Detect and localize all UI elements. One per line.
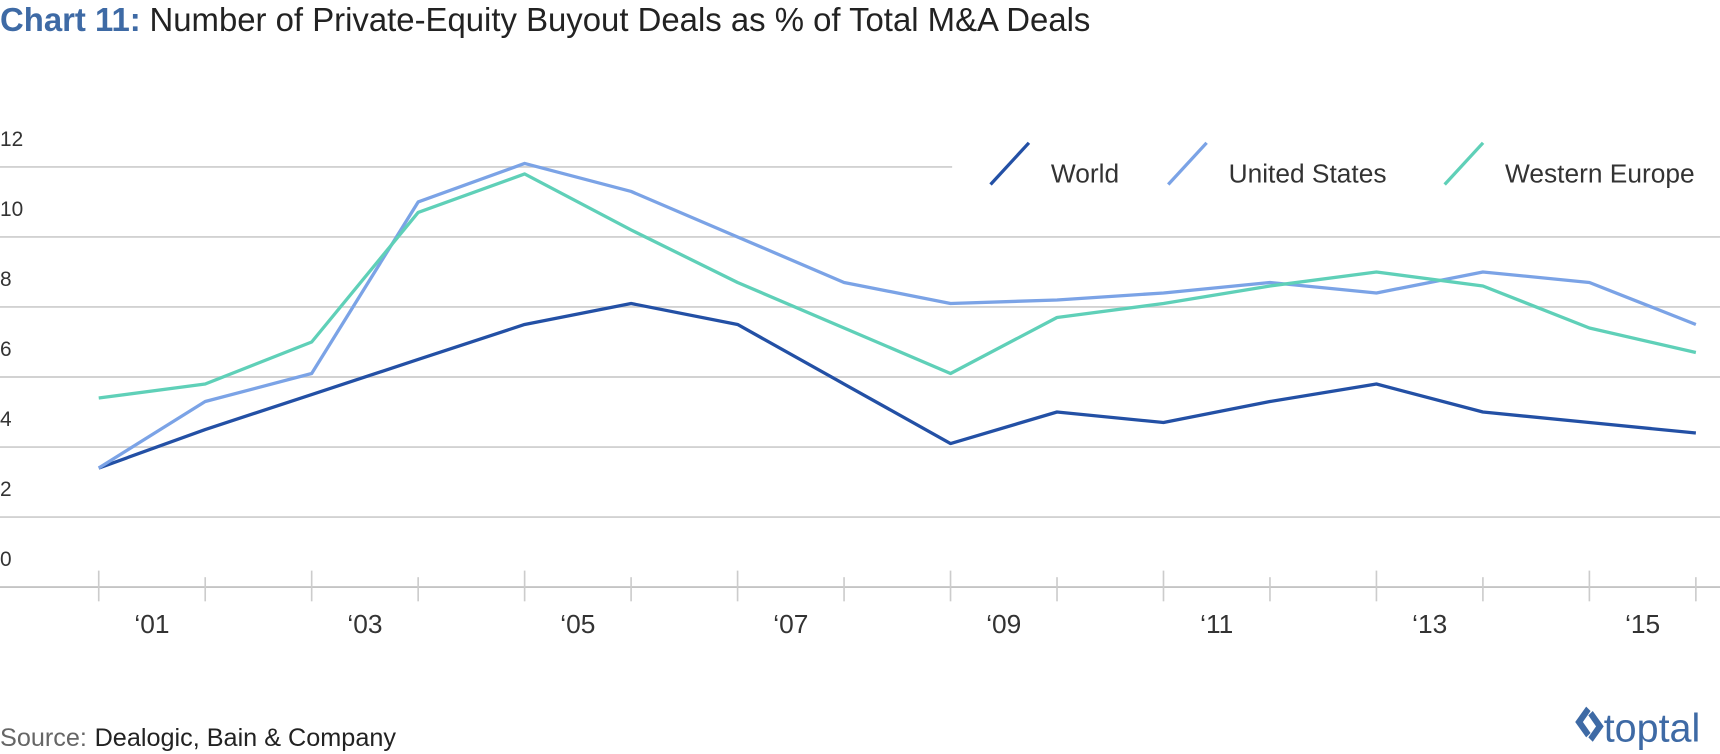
chart-title: Chart 11: Number of Private-Equity Buyout… [0,1,1090,38]
series-line [97,161,1697,470]
series-line [98,172,1697,400]
x-tick-label: ‘13 [1412,609,1447,639]
x-tick-label: ‘03 [347,609,382,639]
x-tick-label: ‘09 [986,609,1021,639]
y-tick-label: 12 [0,128,23,151]
y-tick-label: 10 [0,198,23,221]
x-tick-label: ‘15 [1625,609,1660,639]
series-line [98,301,1697,470]
legend-swatch [1443,141,1485,186]
brand-text: toptal [1604,707,1701,751]
y-tick-label: 8 [0,268,12,291]
y-tick-label: 6 [0,338,12,361]
title-prefix: Chart 11: [0,1,141,38]
legend-swatch [1167,141,1208,186]
x-tick-label: ‘05 [560,609,595,639]
source-label: Source: [0,724,87,752]
x-tick-label: ‘01 [134,609,169,639]
y-tick-label: 4 [0,408,12,431]
y-tick-label: 0 [0,548,12,571]
brand-icon [1575,706,1604,742]
title-text: Number of Private-Equity Buyout Deals as… [150,1,1091,38]
legend-label: World [1051,158,1119,188]
legend-swatch [989,141,1031,186]
source-text: Dealogic, Bain & Company [95,724,397,752]
x-tick-label: ‘07 [773,609,808,639]
x-tick-label: ‘11 [1200,609,1233,639]
y-tick-label: 2 [0,478,12,501]
source-note: Source: Dealogic, Bain & Company [0,724,396,752]
legend-label: Western Europe [1505,158,1695,188]
legend-label: United States [1229,158,1387,188]
brand-logo: toptal [1575,706,1701,751]
